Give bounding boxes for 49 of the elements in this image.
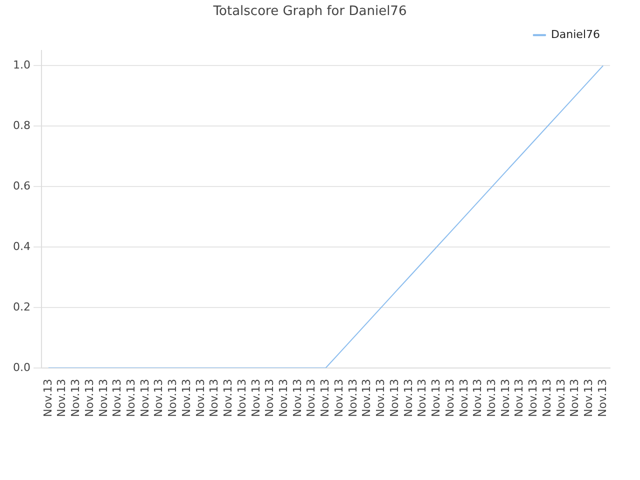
x-tick-label: Nov.13 xyxy=(416,378,429,417)
x-tick-label: Nov.13 xyxy=(263,378,276,417)
x-tick-label: Nov.13 xyxy=(582,378,596,417)
x-tick-label: Nov.13 xyxy=(249,378,262,417)
x-tick-label: Nov.13 xyxy=(304,378,318,417)
x-tick-label: Nov.13 xyxy=(96,378,110,417)
x-tick-label: Nov.13 xyxy=(332,378,346,417)
y-tick-label: 0.8 xyxy=(12,119,30,132)
x-tick-label: Nov.13 xyxy=(443,378,456,417)
x-tick-label: Nov.13 xyxy=(526,378,540,417)
x-tick-label: Nov.13 xyxy=(277,378,290,417)
x-tick-label: Nov.13 xyxy=(166,378,180,417)
x-tick-label: Nov.13 xyxy=(540,378,554,417)
x-tick-label: Nov.13 xyxy=(388,378,401,417)
x-tick-label: Nov.13 xyxy=(235,378,248,417)
x-tick-label: Nov.13 xyxy=(208,378,221,417)
x-tick-label: Nov.13 xyxy=(138,378,152,417)
y-tick-label: 0.0 xyxy=(12,360,30,374)
x-tick-label: Nov.13 xyxy=(69,378,82,417)
x-tick-label: Nov.13 xyxy=(152,378,166,417)
x-tick-label: Nov.13 xyxy=(512,378,526,417)
legend-label: Daniel76 xyxy=(550,28,600,41)
x-tick-label: Nov.13 xyxy=(346,378,360,417)
x-tick-label: Nov.13 xyxy=(471,378,484,417)
x-tick-label: Nov.13 xyxy=(110,378,124,417)
x-tick-label: Nov.13 xyxy=(374,378,388,417)
y-tick-label: 0.4 xyxy=(12,240,30,253)
x-tick-label: Nov.13 xyxy=(41,378,54,417)
y-tick-label: 0.2 xyxy=(12,300,30,314)
x-tick-label: Nov.13 xyxy=(124,378,138,417)
x-tick-label: Nov.13 xyxy=(485,378,498,417)
x-tick-label: Nov.13 xyxy=(498,378,512,417)
x-tick-label: Nov.13 xyxy=(360,378,374,417)
x-tick-label: Nov.13 xyxy=(554,378,568,417)
x-tick-label: Nov.13 xyxy=(318,378,332,417)
y-tick-label: 1.0 xyxy=(12,58,30,72)
x-tick-label: Nov.13 xyxy=(82,378,96,417)
x-tick-label: Nov.13 xyxy=(430,378,443,417)
x-tick-label: Nov.13 xyxy=(402,378,415,417)
x-tick-label: Nov.13 xyxy=(55,378,68,417)
x-tick-label: Nov.13 xyxy=(596,378,609,417)
x-tick-label: Nov.13 xyxy=(568,378,582,417)
x-tick-label: Nov.13 xyxy=(290,378,304,417)
x-tick-label: Nov.13 xyxy=(457,378,470,417)
x-tick-label: Nov.13 xyxy=(180,378,193,417)
y-tick-label: 0.6 xyxy=(12,179,30,192)
x-tick-label: Nov.13 xyxy=(194,378,207,417)
x-tick-label: Nov.13 xyxy=(222,378,235,417)
chart-title: Totalscore Graph for Daniel76 xyxy=(212,4,407,20)
